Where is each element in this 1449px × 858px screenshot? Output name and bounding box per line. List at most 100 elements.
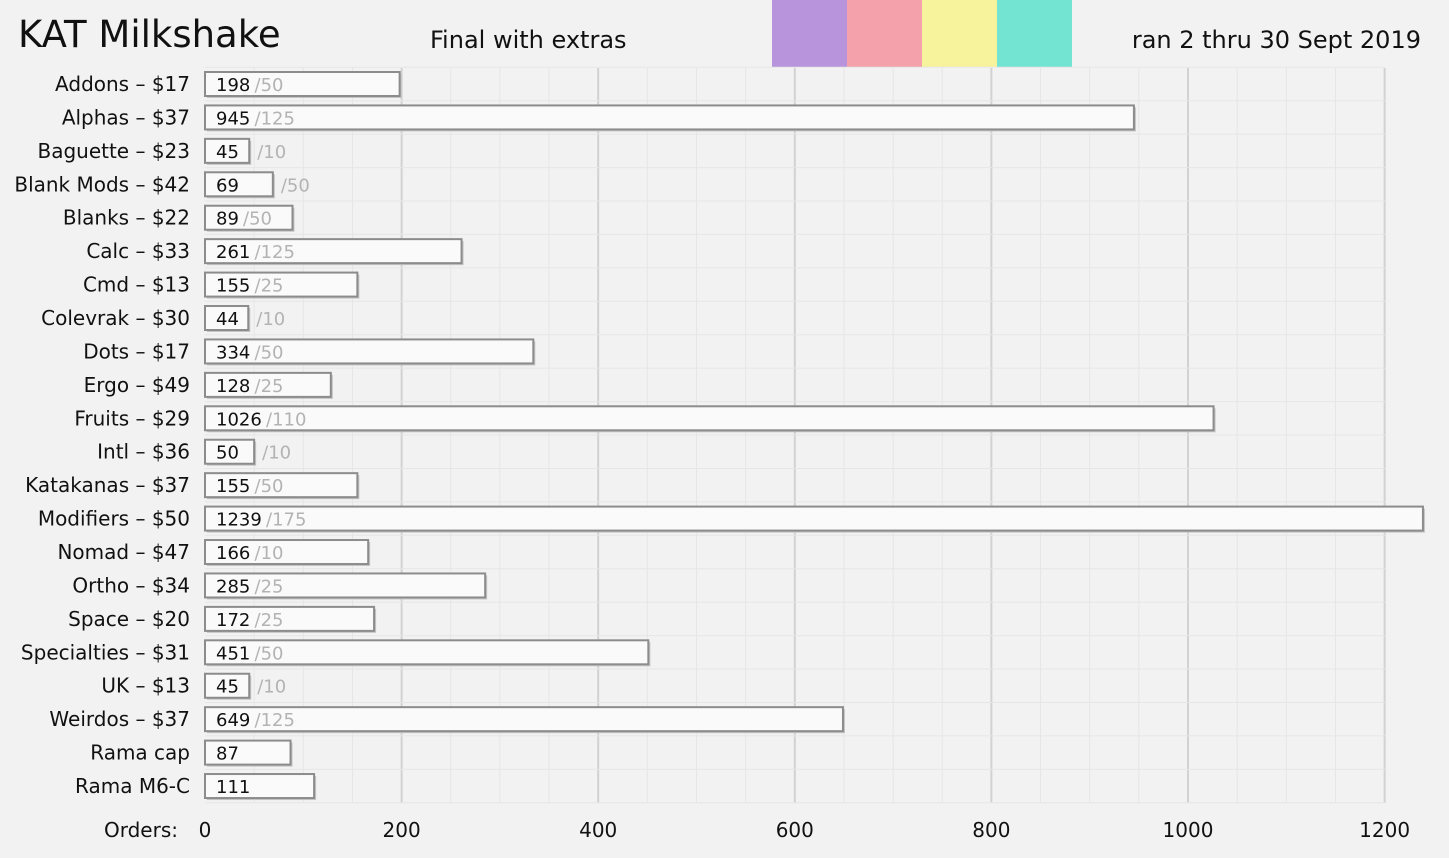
minimum-label: /50 xyxy=(281,175,310,196)
minimum-label: /125 xyxy=(255,108,295,129)
value-label: 45 xyxy=(216,142,239,163)
value-label: 198 xyxy=(216,75,250,96)
category-label: Blanks – $22 xyxy=(63,206,190,230)
bar xyxy=(204,171,274,198)
bar xyxy=(204,104,1135,131)
value-label: 1239 xyxy=(216,510,262,531)
value-label: 451 xyxy=(216,643,250,664)
color-swatch-purple xyxy=(772,0,847,67)
value-label: 50 xyxy=(216,443,239,464)
value-label: 155 xyxy=(216,476,250,497)
chart-subtitle: Final with extras xyxy=(430,26,627,54)
minimum-label: /10 xyxy=(256,309,285,330)
category-label: Alphas – $37 xyxy=(62,105,190,129)
value-label: 128 xyxy=(216,376,250,397)
value-label: 166 xyxy=(216,543,250,564)
minimum-label: /175 xyxy=(266,510,306,531)
minimum-label: /10 xyxy=(257,142,286,163)
value-label: 945 xyxy=(216,108,250,129)
category-label: UK – $13 xyxy=(101,674,190,698)
x-tick-label: 800 xyxy=(972,818,1010,842)
minimum-label: /50 xyxy=(255,342,284,363)
value-label: 111 xyxy=(216,777,250,798)
bar xyxy=(204,505,1424,532)
x-tick-label: 1200 xyxy=(1359,818,1410,842)
value-label: 261 xyxy=(216,242,250,263)
category-label: Intl – $36 xyxy=(97,440,190,464)
minimum-label: /50 xyxy=(255,75,284,96)
bar xyxy=(204,706,844,733)
minimum-label: /10 xyxy=(255,543,284,564)
value-label: 89 xyxy=(216,209,239,230)
bar xyxy=(204,672,251,699)
minimum-label: /50 xyxy=(243,209,272,230)
category-label: Calc – $33 xyxy=(86,239,190,263)
x-tick-label: 400 xyxy=(579,818,617,842)
minimum-label: /25 xyxy=(255,610,284,631)
bar xyxy=(204,739,292,766)
bar xyxy=(204,371,332,398)
value-label: 172 xyxy=(216,610,250,631)
color-swatch-pink xyxy=(847,0,922,67)
x-tick-label: 0 xyxy=(199,818,212,842)
minimum-label: /25 xyxy=(255,376,284,397)
bar xyxy=(204,472,359,499)
bar xyxy=(204,639,650,666)
bar xyxy=(204,305,250,332)
minimum-label: /125 xyxy=(255,710,295,731)
value-label: 155 xyxy=(216,276,250,297)
minimum-label: /10 xyxy=(257,677,286,698)
category-label: Space – $20 xyxy=(68,607,190,631)
bar xyxy=(204,605,376,632)
category-label: Ergo – $49 xyxy=(84,373,190,397)
category-label: Baguette – $23 xyxy=(37,139,190,163)
category-label: Modifiers – $50 xyxy=(38,507,190,531)
bar xyxy=(204,338,535,365)
bar xyxy=(204,773,316,800)
value-label: 649 xyxy=(216,710,250,731)
category-label: Weirdos – $37 xyxy=(49,707,190,731)
category-label: Specialties – $31 xyxy=(21,640,190,664)
category-label: Rama M6-C xyxy=(75,774,190,798)
category-label: Addons – $17 xyxy=(55,72,190,96)
category-label: Blank Mods – $42 xyxy=(14,172,190,196)
minimum-label: /50 xyxy=(255,643,284,664)
bar xyxy=(204,137,251,164)
value-label: 285 xyxy=(216,576,250,597)
bar xyxy=(204,71,401,97)
color-swatch-teal xyxy=(997,0,1072,67)
category-label: Colevrak – $30 xyxy=(41,306,190,330)
x-tick-label: 1000 xyxy=(1163,818,1214,842)
x-tick-label: 600 xyxy=(776,818,814,842)
minimum-label: /25 xyxy=(255,276,284,297)
bar xyxy=(204,438,256,465)
value-label: 44 xyxy=(216,309,239,330)
bar xyxy=(204,271,359,298)
value-label: 69 xyxy=(216,175,239,196)
bar xyxy=(204,405,1215,432)
minimum-label: /25 xyxy=(255,576,284,597)
value-label: 45 xyxy=(216,677,239,698)
minimum-label: /10 xyxy=(262,443,291,464)
category-label: Ortho – $34 xyxy=(72,573,190,597)
value-label: 1026 xyxy=(216,409,262,430)
bar xyxy=(204,539,370,566)
chart-title: KAT Milkshake xyxy=(18,13,281,56)
minimum-label: /125 xyxy=(255,242,295,263)
bar xyxy=(204,572,487,599)
value-label: 87 xyxy=(216,744,239,765)
value-label: 334 xyxy=(216,342,250,363)
category-label: Katakanas – $37 xyxy=(25,473,190,497)
x-tick-label: 200 xyxy=(383,818,421,842)
category-label: Rama cap xyxy=(90,741,190,765)
color-swatch-yellow xyxy=(922,0,997,67)
category-label: Nomad – $47 xyxy=(57,540,190,564)
category-label: Fruits – $29 xyxy=(74,406,190,430)
date-range: ran 2 thru 30 Sept 2019 xyxy=(1131,26,1421,54)
category-label: Cmd – $13 xyxy=(83,273,190,297)
x-axis-title: Orders: xyxy=(104,818,178,842)
bar xyxy=(204,204,294,231)
category-label: Dots – $17 xyxy=(83,339,190,363)
minimum-label: /50 xyxy=(255,476,284,497)
